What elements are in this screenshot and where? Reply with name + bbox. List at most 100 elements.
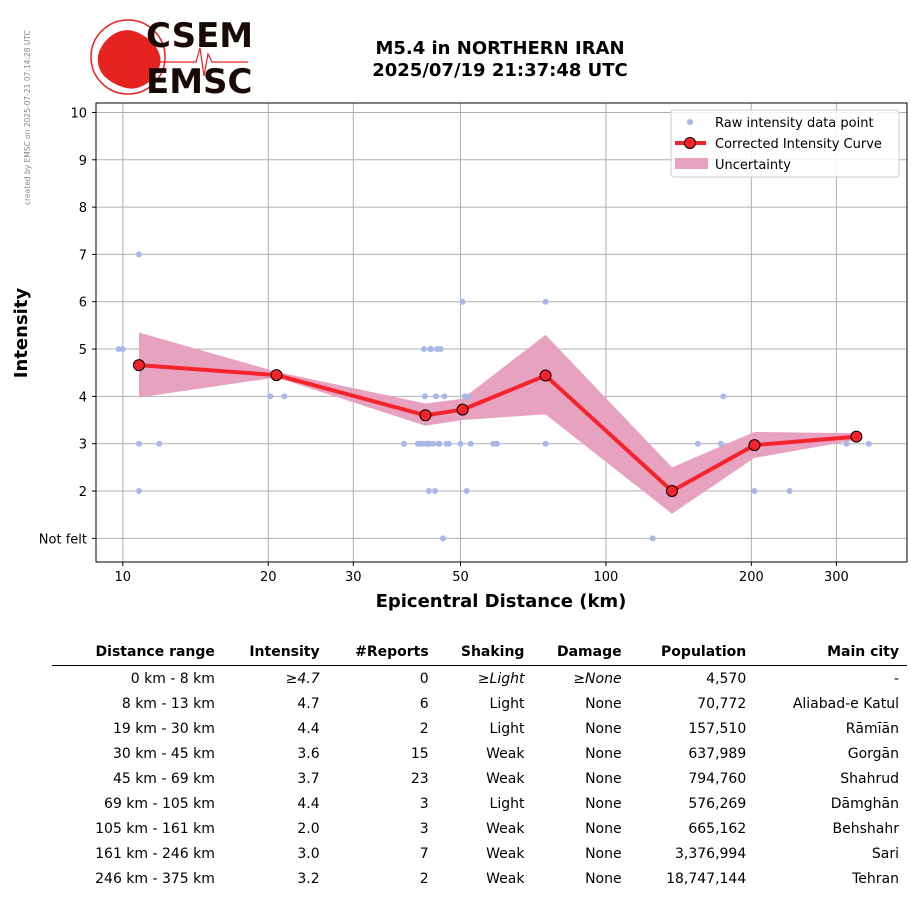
cell-distance-range: 69 km - 105 km [104,795,215,812]
cell-main-city: Dāmghān [830,795,899,812]
x-tick-label: 50 [452,570,469,585]
cell-damage: None [585,720,622,737]
watermark-text: created by EMSC on 2025-07-21 07:14:28 U… [23,30,32,205]
cell-main-city: Gorgān [847,745,899,762]
raw-intensity-point [281,393,288,400]
raw-intensity-point [430,440,437,447]
cell-population: 4,570 [706,670,747,687]
cell-population: 576,269 [688,795,747,812]
csem-emsc-logo: CSEM EMSC [90,18,253,98]
logo-europe-map-icon [97,30,161,89]
y-tick-label: 8 [79,201,87,216]
corrected-intensity-marker [456,403,469,416]
cell-shaking: Weak [486,820,525,837]
cell-shaking: Light [489,795,525,812]
x-axis-label: Epicentral Distance (km) [376,591,627,612]
corrected-intensity-marker [132,359,145,372]
cell-reports: 7 [419,845,429,862]
y-tick-label: 2 [79,485,87,500]
cell-main-city: Sari [871,845,899,862]
raw-intensity-point [267,393,274,400]
cell-reports: 0 [419,670,429,687]
chart-title: M5.4 in NORTHERN IRAN [375,38,625,59]
raw-intensity-point [843,440,850,447]
cell-shaking: Weak [486,745,525,762]
header-population: Population [661,644,747,660]
x-tick-label: 200 [739,570,764,585]
y-tick-label: 4 [79,390,87,405]
cell-population: 794,760 [688,770,747,787]
header-reports: #Reports [355,644,429,660]
x-tick-label: 20 [260,570,277,585]
cell-shaking: Weak [486,870,525,887]
cell-main-city: Aliabad-e Katul [792,695,899,712]
cell-distance-range: 161 km - 246 km [95,845,215,862]
legend-raw-label: Raw intensity data point [715,116,874,131]
raw-intensity-point [135,440,142,447]
uncertainty-band [138,332,857,514]
intensity-chart: 10 20 30 50 100 200 300 Not felt 2 3 4 5 6 7 8 9 10 Epic… [11,102,908,612]
chart-subtitle-date: 2025/07/19 21:37:48 UTC [372,60,628,81]
cell-population: 665,162 [688,820,747,837]
cell-shaking: Light [489,695,525,712]
legend-uncertainty-swatch [675,158,708,169]
plot-frame [95,102,908,563]
watermark: created by EMSC on 2025-07-21 07:14:28 U… [23,30,32,205]
cell-intensity: 4.7 [297,695,320,712]
logo-globe-icon [90,19,166,95]
raw-intensity-point [441,393,448,400]
cell-damage: None [585,870,622,887]
raw-intensity-point [433,393,440,400]
raw-intensity-point [421,393,428,400]
y-tick-label: 10 [70,106,87,121]
x-tick-label: 300 [824,570,849,585]
cell-reports: 6 [419,695,429,712]
corrected-intensity-marker [419,409,432,422]
header-distance-range: Distance range [95,644,215,660]
header-intensity: Intensity [249,644,320,660]
y-axis-label: Intensity [11,288,32,379]
raw-intensity-point [135,251,142,258]
corrected-intensity-marker [539,369,552,382]
legend-uncertainty-label: Uncertainty [715,158,791,173]
y-tick-label: 5 [79,343,87,358]
table-row: 0 km - 8 km ≥4.7 0 ≥Light ≥None 4,570 - [52,666,907,692]
cell-distance-range: 30 km - 45 km [112,745,215,762]
y-tick-label: 9 [79,154,87,169]
cell-reports: 2 [419,720,429,737]
raw-intensity-point [119,346,126,353]
cell-shaking: ≥Light [477,670,525,687]
cell-population: 637,989 [688,745,747,762]
raw-intensity-point [493,440,500,447]
raw-intensity-point [542,440,549,447]
cell-intensity: 3.2 [297,870,320,887]
logo-seismogram-icon [146,47,248,77]
legend-raw-marker [687,119,693,125]
cell-population: 3,376,994 [674,845,747,862]
corrected-intensity-marker [748,439,761,452]
cell-distance-range: 0 km - 8 km [130,670,215,687]
logo-text-emsc: EMSC [146,62,253,98]
cell-shaking: Light [489,720,525,737]
cell-population: 70,772 [697,695,747,712]
cell-damage: None [585,770,622,787]
cell-main-city: Shahrud [840,770,899,787]
cell-main-city: Behshahr [832,820,899,837]
corrected-intensity-marker [850,430,863,443]
cell-reports: 3 [419,820,429,837]
corrected-intensity-line [138,363,857,494]
raw-intensity-point [786,488,793,495]
header-shaking: Shaking [460,644,525,660]
y-tick-label: 3 [79,438,87,453]
y-tick-label: Not felt [39,532,87,547]
raw-intensity-point [115,346,122,353]
header-damage: Damage [556,644,622,660]
cell-intensity: 3.0 [297,845,320,862]
raw-intensity-point [420,346,427,353]
raw-intensity-point [439,535,446,542]
raw-intensity-point [432,488,439,495]
y-tick-label: 6 [79,296,87,311]
raw-intensity-point [720,393,727,400]
y-tick-label: 7 [79,248,87,263]
intensity-summary-table: Distance range Intensity #Reports Shakin… [52,641,907,891]
